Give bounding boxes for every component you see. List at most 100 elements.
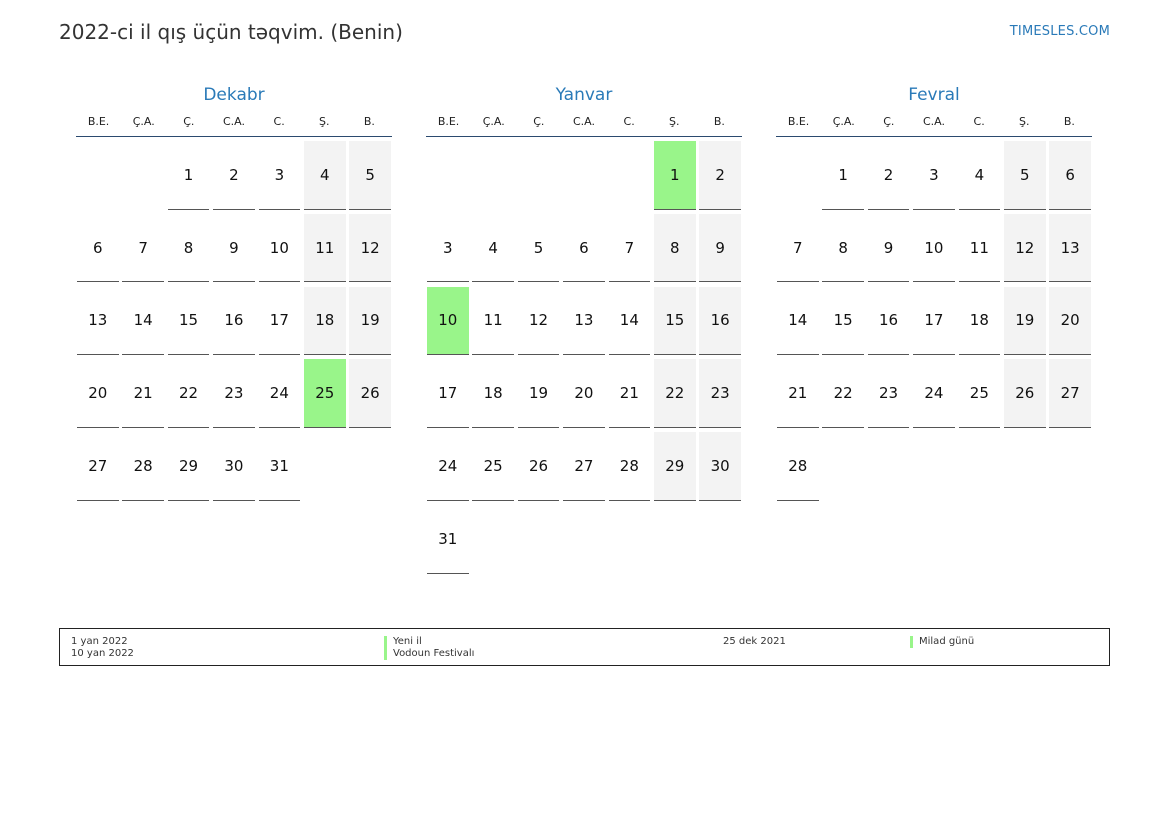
day-cell: 15 <box>822 287 864 356</box>
day-cell: 7 <box>122 214 164 283</box>
day-cell: 14 <box>608 287 651 356</box>
day-cell: 12 <box>517 287 560 356</box>
day-cell: 16 <box>213 287 255 356</box>
legend-date: 10 yan 2022 <box>71 648 134 659</box>
day-cell: 19 <box>1004 286 1046 356</box>
day-cell: 26 <box>349 359 391 428</box>
weekday-label: Ç.A. <box>132 115 155 128</box>
day-cell: 12 <box>1004 213 1046 283</box>
day-cell: 5 <box>517 214 560 283</box>
day-cell: 19 <box>517 359 560 428</box>
day-cell: 22 <box>822 359 864 428</box>
legend-holiday-name: Yeni il <box>384 636 422 648</box>
day-cell: 25 <box>958 359 1001 428</box>
weekday-label: B. <box>1063 115 1075 128</box>
legend-holiday-name: Vodoun Festivalı <box>384 648 474 660</box>
day-cell: 22 <box>167 359 210 428</box>
day-cell: 3 <box>913 141 955 210</box>
month-name: Yanvar <box>555 85 613 105</box>
day-cell: 30 <box>699 432 741 501</box>
weekday-label: C. <box>273 115 285 128</box>
site-link[interactable]: TIMESLES.COM <box>1009 24 1110 39</box>
day-cell: 10 <box>258 214 301 283</box>
day-cell: 16 <box>867 287 910 356</box>
day-cell: 26 <box>517 432 560 501</box>
day-cell: 5 <box>349 141 391 210</box>
weekday-header: B.E. Ç.A. Ç. C.A. C. Ş. B. <box>76 114 392 137</box>
day-cell: 18 <box>304 286 346 356</box>
weekday-header: B.E. Ç.A. Ç. C.A. C. Ş. B. <box>776 114 1092 137</box>
legend-row: 10 yan 2022 Vodoun Festivalı <box>60 648 1109 660</box>
day-cell: 1 <box>167 141 210 210</box>
holiday-legend: 1 yan 2022 Yeni il 25 dek 2021 Milad gün… <box>59 628 1110 666</box>
weekday-label: Ç.A. <box>482 115 505 128</box>
weekday-label: Ç.A. <box>832 115 855 128</box>
day-cell: 4 <box>958 141 1001 210</box>
day-cell: 6 <box>77 214 119 283</box>
legend-holiday-name: Milad günü <box>910 636 974 648</box>
day-cell: 23 <box>699 359 741 428</box>
day-cell: 4 <box>472 214 514 283</box>
weekday-label: B. <box>363 115 375 128</box>
day-cell: 23 <box>213 359 255 428</box>
day-cell: 9 <box>867 214 910 283</box>
day-cell: 28 <box>122 432 164 501</box>
day-cell: 27 <box>563 432 605 501</box>
day-cell: 30 <box>213 432 255 501</box>
day-cell: 23 <box>867 359 910 428</box>
day-cell: 29 <box>167 432 210 501</box>
day-cell: 13 <box>1049 213 1091 283</box>
day-cell: 20 <box>77 359 119 428</box>
day-cell: 24 <box>258 359 301 428</box>
day-cell: 3 <box>258 141 301 210</box>
weekday-label: C.A. <box>922 115 945 128</box>
weekday-label: Ç. <box>883 115 895 128</box>
day-cell: 11 <box>472 287 514 356</box>
day-cell: 27 <box>77 432 119 501</box>
day-cell: 14 <box>122 287 164 356</box>
weekday-label: Ç. <box>183 115 195 128</box>
day-cell: 15 <box>167 287 210 356</box>
day-cell: 28 <box>777 432 819 501</box>
day-cell: 17 <box>258 287 301 356</box>
day-cell: 21 <box>122 359 164 428</box>
weekday-label: Ş. <box>669 115 680 128</box>
month-name: Dekabr <box>203 85 265 105</box>
day-cell: 3 <box>427 214 469 283</box>
day-cell: 12 <box>349 213 391 283</box>
day-cell: 7 <box>608 214 651 283</box>
day-cell: 6 <box>563 214 605 283</box>
day-cell: 4 <box>304 141 346 210</box>
day-cell: 20 <box>1049 286 1091 356</box>
day-cell: 27 <box>1049 359 1091 428</box>
holiday-day-cell: 25 <box>304 359 346 428</box>
weekday-header: B.E. Ç.A. Ç. C.A. C. Ş. B. <box>426 114 742 137</box>
day-cell: 2 <box>867 141 910 210</box>
day-cell: 9 <box>699 213 741 283</box>
day-cell: 21 <box>777 359 819 428</box>
day-cell: 31 <box>258 432 301 501</box>
weekday-label: B.E. <box>437 115 460 128</box>
weekday-label: B. <box>713 115 725 128</box>
weekday-label: Ş. <box>1019 115 1030 128</box>
day-cell: 2 <box>213 141 255 210</box>
day-cell: 13 <box>563 287 605 356</box>
day-cell: 22 <box>654 359 696 428</box>
day-cell: 2 <box>699 141 741 210</box>
weekday-label: B.E. <box>87 115 110 128</box>
month-name: Fevral <box>908 85 960 105</box>
day-cell: 16 <box>699 286 741 356</box>
day-cell: 24 <box>913 359 955 428</box>
day-cell: 29 <box>654 432 696 501</box>
day-cell: 8 <box>167 214 210 283</box>
day-cell: 9 <box>213 214 255 283</box>
weekday-label: Ç. <box>533 115 545 128</box>
day-cell: 19 <box>349 286 391 356</box>
legend-row: 1 yan 2022 Yeni il 25 dek 2021 Milad gün… <box>60 636 1109 648</box>
day-cell: 11 <box>958 214 1001 283</box>
day-cell: 5 <box>1004 141 1046 210</box>
weekday-label: C.A. <box>572 115 595 128</box>
day-cell: 8 <box>654 213 696 283</box>
day-cell: 6 <box>1049 141 1091 210</box>
